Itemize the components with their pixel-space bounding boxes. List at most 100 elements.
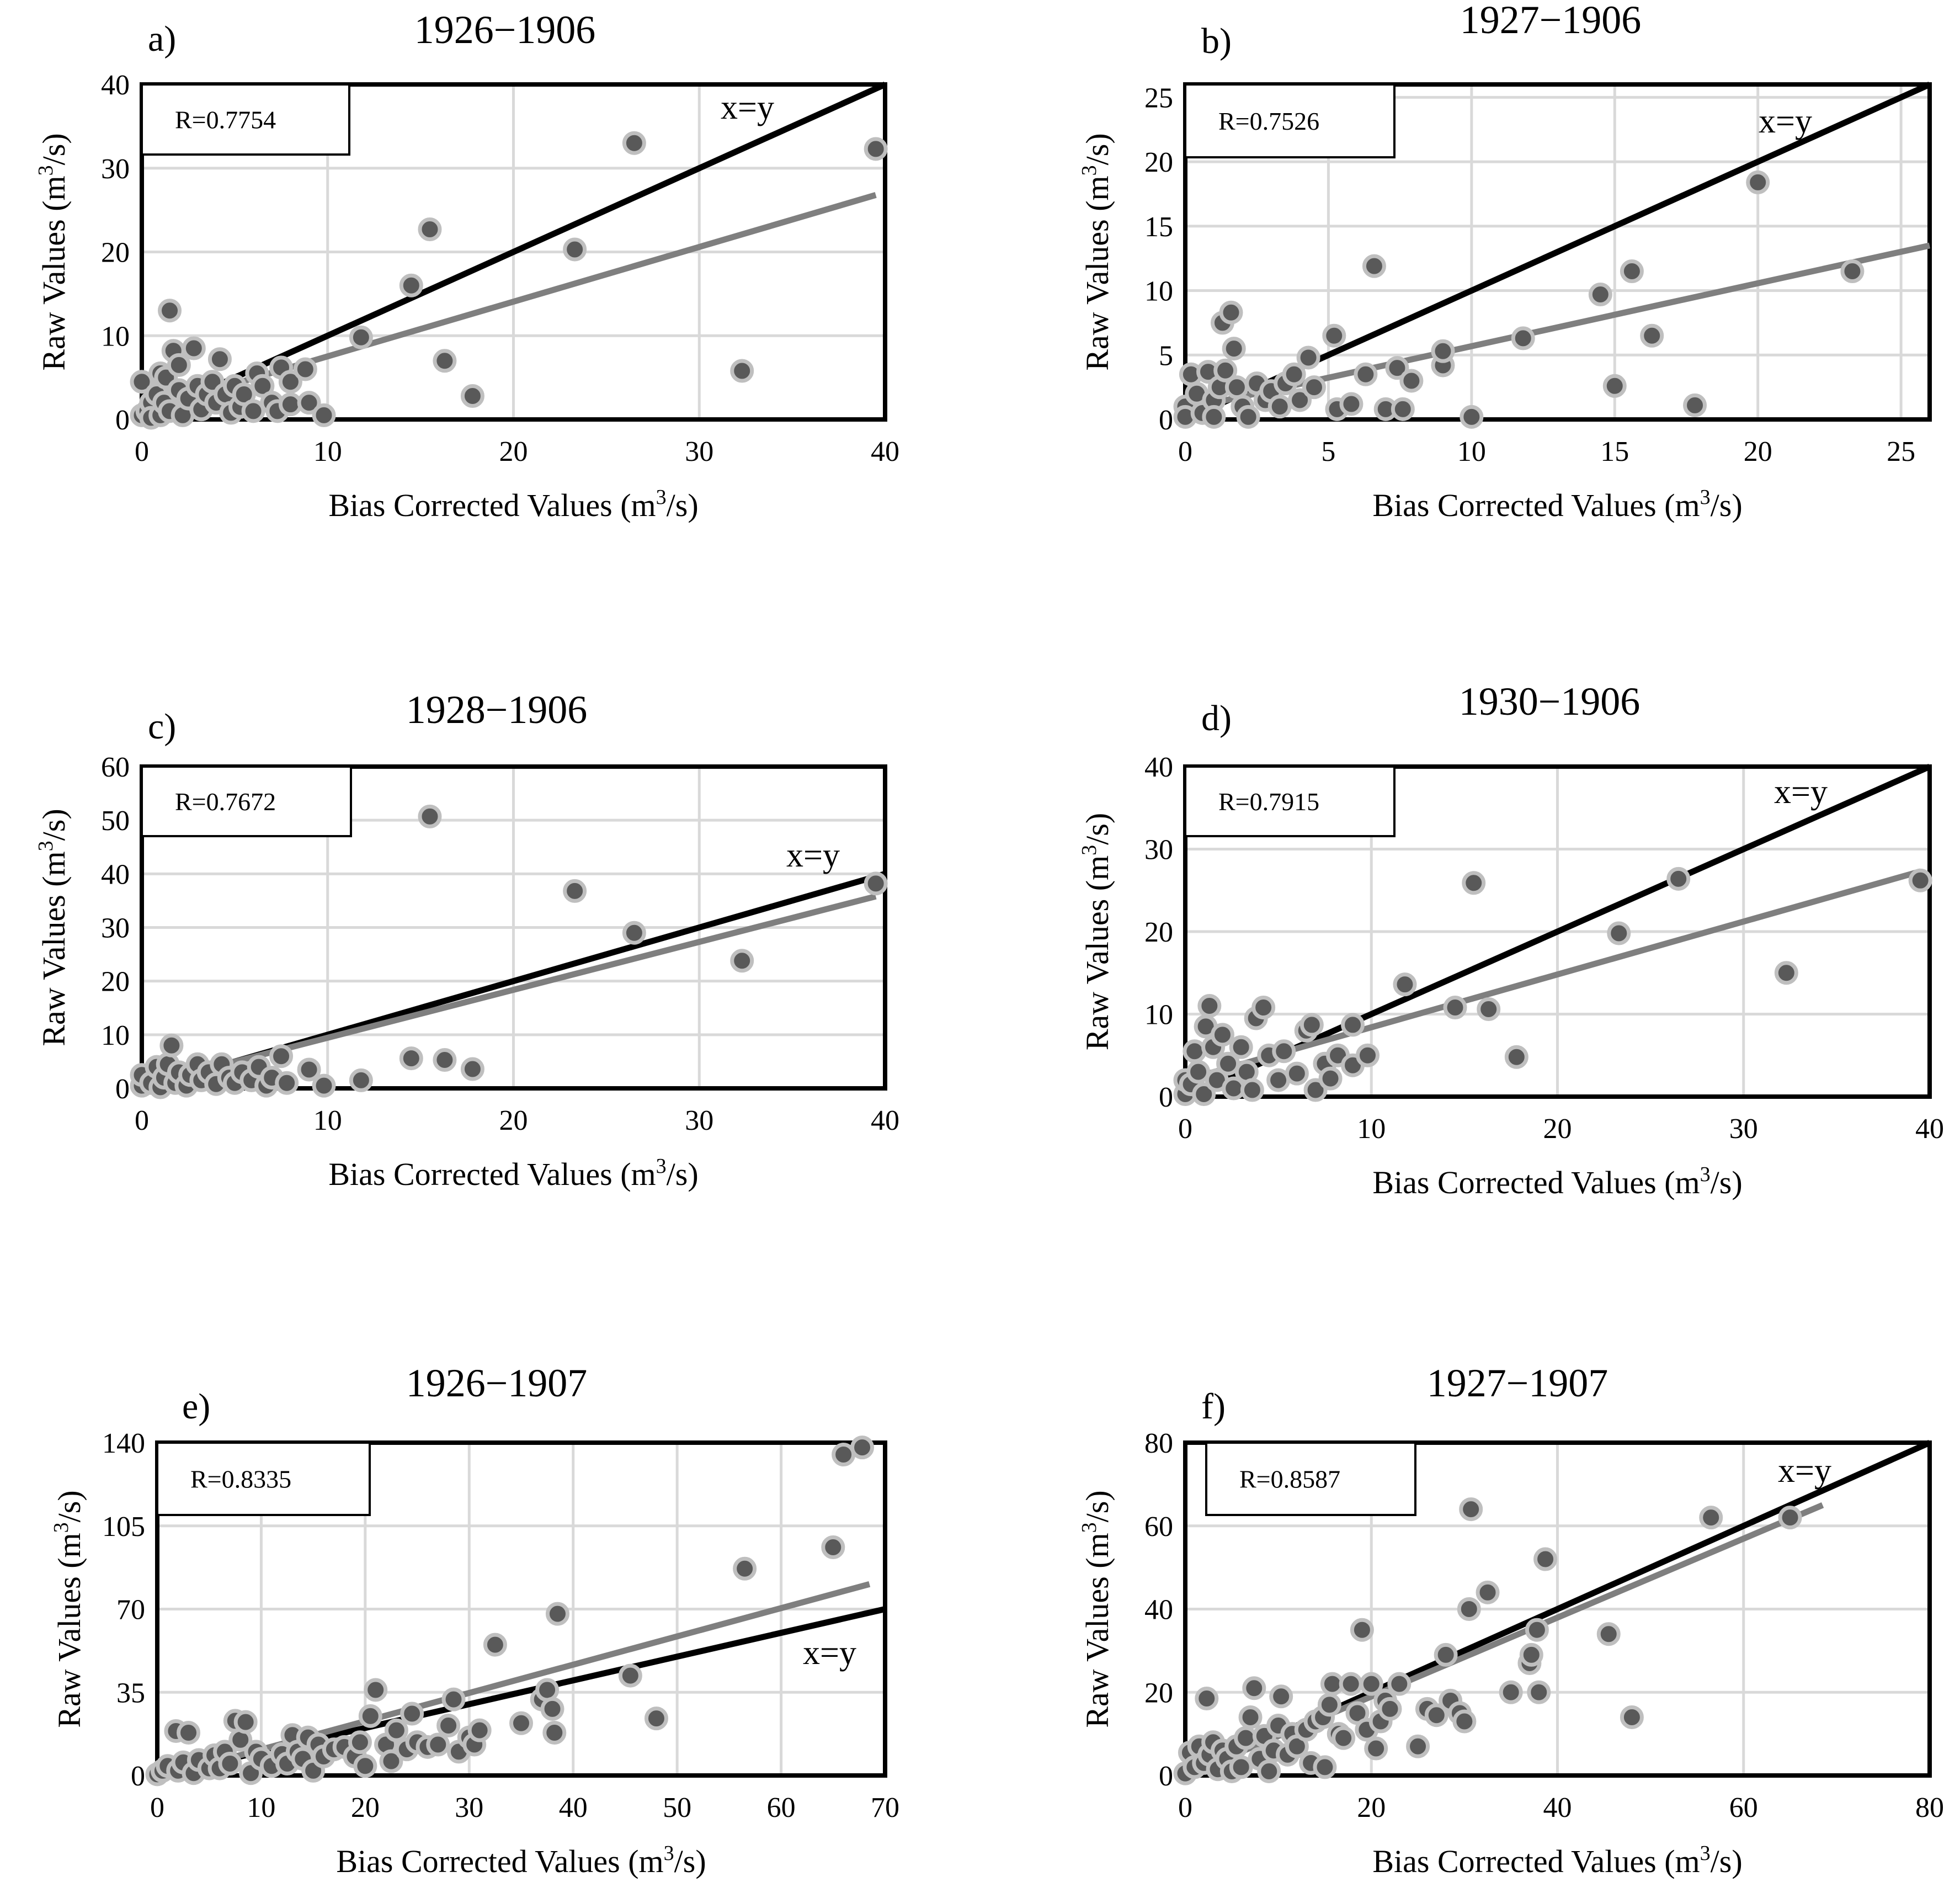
chart-title: 1927−1907 xyxy=(1427,1361,1609,1405)
x-axis-label-sup: 3 xyxy=(656,486,667,509)
y-axis-label-sup: 3 xyxy=(50,1522,73,1533)
x-tick-label: 0 xyxy=(135,436,149,467)
data-point xyxy=(618,1663,642,1688)
r-value-box xyxy=(156,1442,371,1516)
data-point xyxy=(1272,1039,1296,1064)
data-point xyxy=(275,1071,299,1095)
data-point xyxy=(418,217,442,242)
data-point xyxy=(1477,997,1501,1022)
y-axis-label: Raw Values (m3/s) xyxy=(34,133,72,370)
data-point xyxy=(379,1749,403,1773)
data-point xyxy=(1339,392,1364,416)
data-point xyxy=(1391,397,1415,421)
data-point xyxy=(1339,1672,1363,1696)
y-tick-label: 35 xyxy=(116,1677,145,1709)
x-tick-label: 20 xyxy=(499,436,528,467)
y-tick-label: 60 xyxy=(101,752,130,783)
y-tick-label: 80 xyxy=(1144,1428,1173,1459)
x-tick-label: 70 xyxy=(871,1792,899,1823)
x-axis-label: Bias Corrected Values (m3/s) xyxy=(1372,1842,1742,1879)
data-point xyxy=(364,1678,388,1702)
r-value-box xyxy=(1184,765,1396,837)
x-tick-label: 10 xyxy=(247,1792,275,1823)
plot-frame xyxy=(1183,764,1932,1099)
x-axis-label-tail: /s) xyxy=(674,1843,706,1879)
data-point xyxy=(1406,1734,1430,1758)
data-point xyxy=(1257,1759,1281,1783)
y-tick-label: 140 xyxy=(102,1428,145,1459)
x-axis-label-tail: /s) xyxy=(667,1156,699,1192)
chart-title: 1928−1906 xyxy=(406,688,588,732)
y-axis-label-tail: /s) xyxy=(1079,813,1115,845)
plot-frame xyxy=(140,82,887,422)
data-point xyxy=(864,871,888,896)
data-point xyxy=(1533,1547,1558,1571)
data-point xyxy=(1399,369,1424,393)
data-point xyxy=(1607,921,1631,945)
y-tick-label: 40 xyxy=(101,859,130,890)
data-point xyxy=(540,1697,564,1721)
y-axis-label: Raw Values (m3/s) xyxy=(50,1490,87,1727)
data-point xyxy=(1356,1043,1380,1067)
x-tick-label: 0 xyxy=(1178,1113,1192,1145)
x-tick-label: 10 xyxy=(1357,1113,1386,1145)
data-point xyxy=(384,1718,408,1742)
x-axis-label: Bias Corrected Values (m3/s) xyxy=(1372,1163,1742,1200)
x-axis-label-sup: 3 xyxy=(664,1842,674,1865)
r-value-label: R=0.8335 xyxy=(190,1465,291,1493)
data-point xyxy=(1525,1618,1549,1642)
data-point xyxy=(1596,1622,1621,1646)
data-point xyxy=(1683,393,1707,417)
panel-label: a) xyxy=(148,19,176,59)
panel-label: e) xyxy=(182,1386,210,1427)
data-point xyxy=(1620,1705,1644,1729)
data-point xyxy=(733,1556,757,1581)
x-tick-label: 15 xyxy=(1600,436,1629,467)
x-tick-label: 30 xyxy=(685,1105,713,1136)
data-point xyxy=(1202,405,1226,429)
y-axis-label-sup: 3 xyxy=(34,165,57,176)
data-point xyxy=(535,1678,560,1702)
y-tick-label: 10 xyxy=(1144,276,1173,307)
identity-line-label: x=y xyxy=(1774,773,1828,811)
data-point xyxy=(218,1751,242,1775)
data-point xyxy=(1240,1078,1264,1102)
y-tick-label: 25 xyxy=(1144,82,1173,114)
data-point xyxy=(441,1687,466,1711)
x-tick-label: 40 xyxy=(871,436,899,467)
x-tick-label: 0 xyxy=(1178,436,1192,467)
r-value-label: R=0.7672 xyxy=(175,788,276,816)
x-axis-label: Bias Corrected Values (m3/s) xyxy=(1372,486,1742,523)
data-point xyxy=(1588,283,1612,307)
y-axis-label: Raw Values (m3/s) xyxy=(34,809,72,1046)
y-axis-label: Raw Values (m3/s) xyxy=(1078,133,1115,370)
plot-frame xyxy=(1183,82,1932,422)
data-point xyxy=(1219,300,1243,325)
data-point xyxy=(182,336,206,360)
y-tick-label: 40 xyxy=(1144,1594,1173,1626)
x-tick-label: 40 xyxy=(1543,1792,1572,1823)
data-point xyxy=(1460,405,1484,429)
x-axis-label-text: Bias Corrected Values (m xyxy=(1372,1843,1700,1879)
x-tick-label: 25 xyxy=(1887,436,1915,467)
data-point xyxy=(1236,405,1260,429)
data-point xyxy=(1393,972,1417,997)
x-axis-label-sup: 3 xyxy=(1700,1163,1711,1186)
y-axis-label-tail: /s) xyxy=(1079,1490,1115,1522)
y-tick-label: 0 xyxy=(1159,1082,1173,1113)
x-tick-label: 60 xyxy=(1729,1792,1758,1823)
y-axis-label-text: Raw Values (m xyxy=(1079,176,1115,370)
x-axis-label: Bias Corrected Values (m3/s) xyxy=(328,486,698,523)
data-point xyxy=(1192,1082,1216,1107)
identity-line-label: x=y xyxy=(786,837,840,874)
data-point xyxy=(1602,374,1627,398)
chart-title: 1926−1906 xyxy=(414,8,596,52)
data-point xyxy=(730,359,754,383)
data-point xyxy=(542,1720,567,1745)
data-point xyxy=(233,1710,258,1734)
data-point xyxy=(358,1704,382,1728)
y-axis-label-tail: /s) xyxy=(36,809,72,841)
x-axis-label-tail: /s) xyxy=(1711,1843,1743,1879)
data-point xyxy=(269,1044,294,1068)
data-point xyxy=(1288,388,1312,412)
